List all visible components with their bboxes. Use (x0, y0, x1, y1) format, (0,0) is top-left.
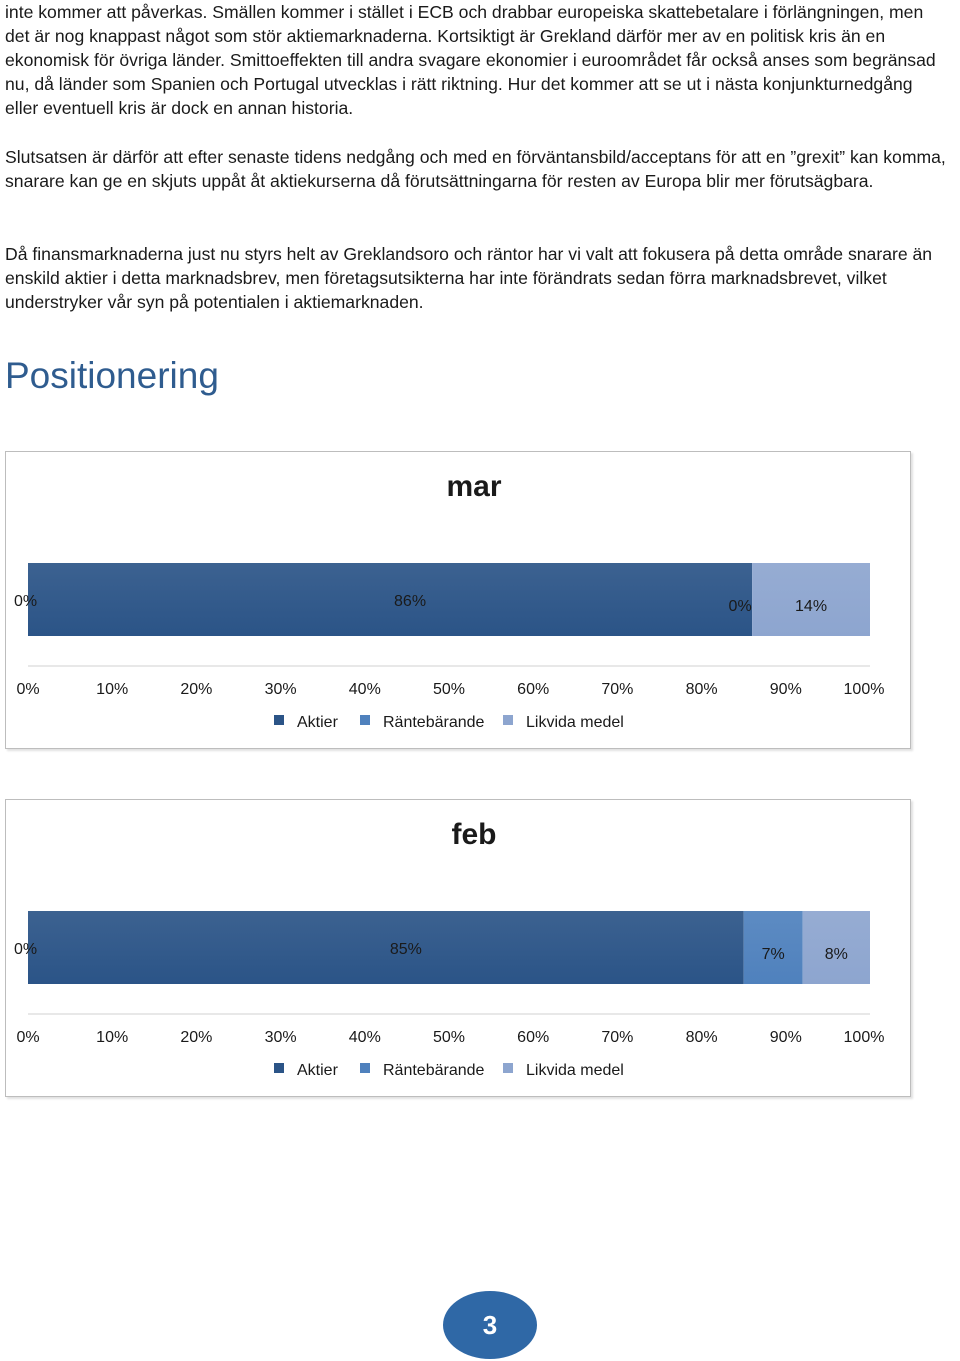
legend-label: Likvida medel (526, 1062, 624, 1079)
x-tick-label: 20% (180, 1029, 212, 1046)
x-tick-label: 50% (433, 1029, 465, 1046)
data-label: 14% (795, 598, 827, 615)
body-paragraph-3: Då finansmarknaderna just nu styrs helt … (5, 244, 933, 312)
legend-swatch (274, 1063, 284, 1073)
legend-swatch (360, 715, 370, 725)
x-tick-label: 40% (349, 1029, 381, 1046)
chart-feb-svg: feb 85% 7% 8% 0% 0% 10% 20% 30% 40% 50% 60% 70% 80% 90… (14, 818, 885, 1079)
data-label: 86% (394, 593, 426, 610)
x-tick-label: 90% (770, 1029, 802, 1046)
x-tick-label: 10% (96, 681, 128, 698)
legend-label: Aktier (297, 1062, 339, 1079)
legend-label: Likvida medel (526, 714, 624, 731)
legend-label: Räntebärande (383, 1062, 485, 1079)
x-tick-label: 100% (844, 681, 885, 698)
x-tick-label: 0% (16, 1029, 39, 1046)
chart-feb: feb 85% 7% 8% 0% 0% 10% 20% 30% 40% 50% 60% 70% 80% 90… (5, 799, 911, 1097)
x-tick-label: 70% (601, 681, 633, 698)
legend-label: Räntebärande (383, 714, 485, 731)
x-tick-label: 100% (844, 1029, 885, 1046)
x-tick-label: 60% (517, 681, 549, 698)
x-tick-label: 50% (433, 681, 465, 698)
chart-mar: mar 86% 0% 14% 0% 0% 10% 20% 30% 40% 50% 60% 70% 80% 9… (5, 451, 911, 749)
data-label: 7% (762, 946, 785, 963)
chart-title: feb (452, 818, 497, 851)
page-number: 3 (443, 1291, 537, 1359)
legend-swatch (503, 1063, 513, 1073)
x-tick-label: 60% (517, 1029, 549, 1046)
legend-swatch (360, 1063, 370, 1073)
chart-mar-svg: mar 86% 0% 14% 0% 0% 10% 20% 30% 40% 50% 60% 70% 80% 9… (14, 470, 885, 731)
x-tick-label: 70% (601, 1029, 633, 1046)
legend-swatch (274, 715, 284, 725)
x-tick-label: 30% (265, 681, 297, 698)
x-tick-label: 80% (686, 681, 718, 698)
data-label: 8% (825, 946, 848, 963)
data-label-zero: 0% (14, 941, 37, 958)
x-tick-label: 30% (265, 1029, 297, 1046)
data-label-zero: 0% (14, 593, 37, 610)
x-tick-label: 10% (96, 1029, 128, 1046)
bar-segment-r-nteb-rande (743, 911, 803, 984)
bar-segment-aktier (28, 911, 744, 984)
section-heading: Positionering (5, 355, 219, 396)
bar-segment-likvida-medel (752, 563, 870, 636)
chart-title: mar (446, 470, 501, 503)
bar-segment-aktier (28, 563, 753, 636)
x-tick-label: 20% (180, 681, 212, 698)
x-tick-label: 90% (770, 681, 802, 698)
legend-label: Aktier (297, 714, 339, 731)
body-paragraph-1: inte kommer att påverkas. Smällen kommer… (5, 2, 936, 118)
x-tick-label: 40% (349, 681, 381, 698)
data-label: 85% (390, 941, 422, 958)
x-tick-label: 0% (16, 681, 39, 698)
legend-swatch (503, 715, 513, 725)
bar-segment-likvida-medel (802, 911, 870, 984)
body-paragraph-2: Slutsatsen är därför att efter senaste t… (5, 147, 946, 191)
x-tick-label: 80% (686, 1029, 718, 1046)
data-label: 0% (729, 598, 752, 615)
